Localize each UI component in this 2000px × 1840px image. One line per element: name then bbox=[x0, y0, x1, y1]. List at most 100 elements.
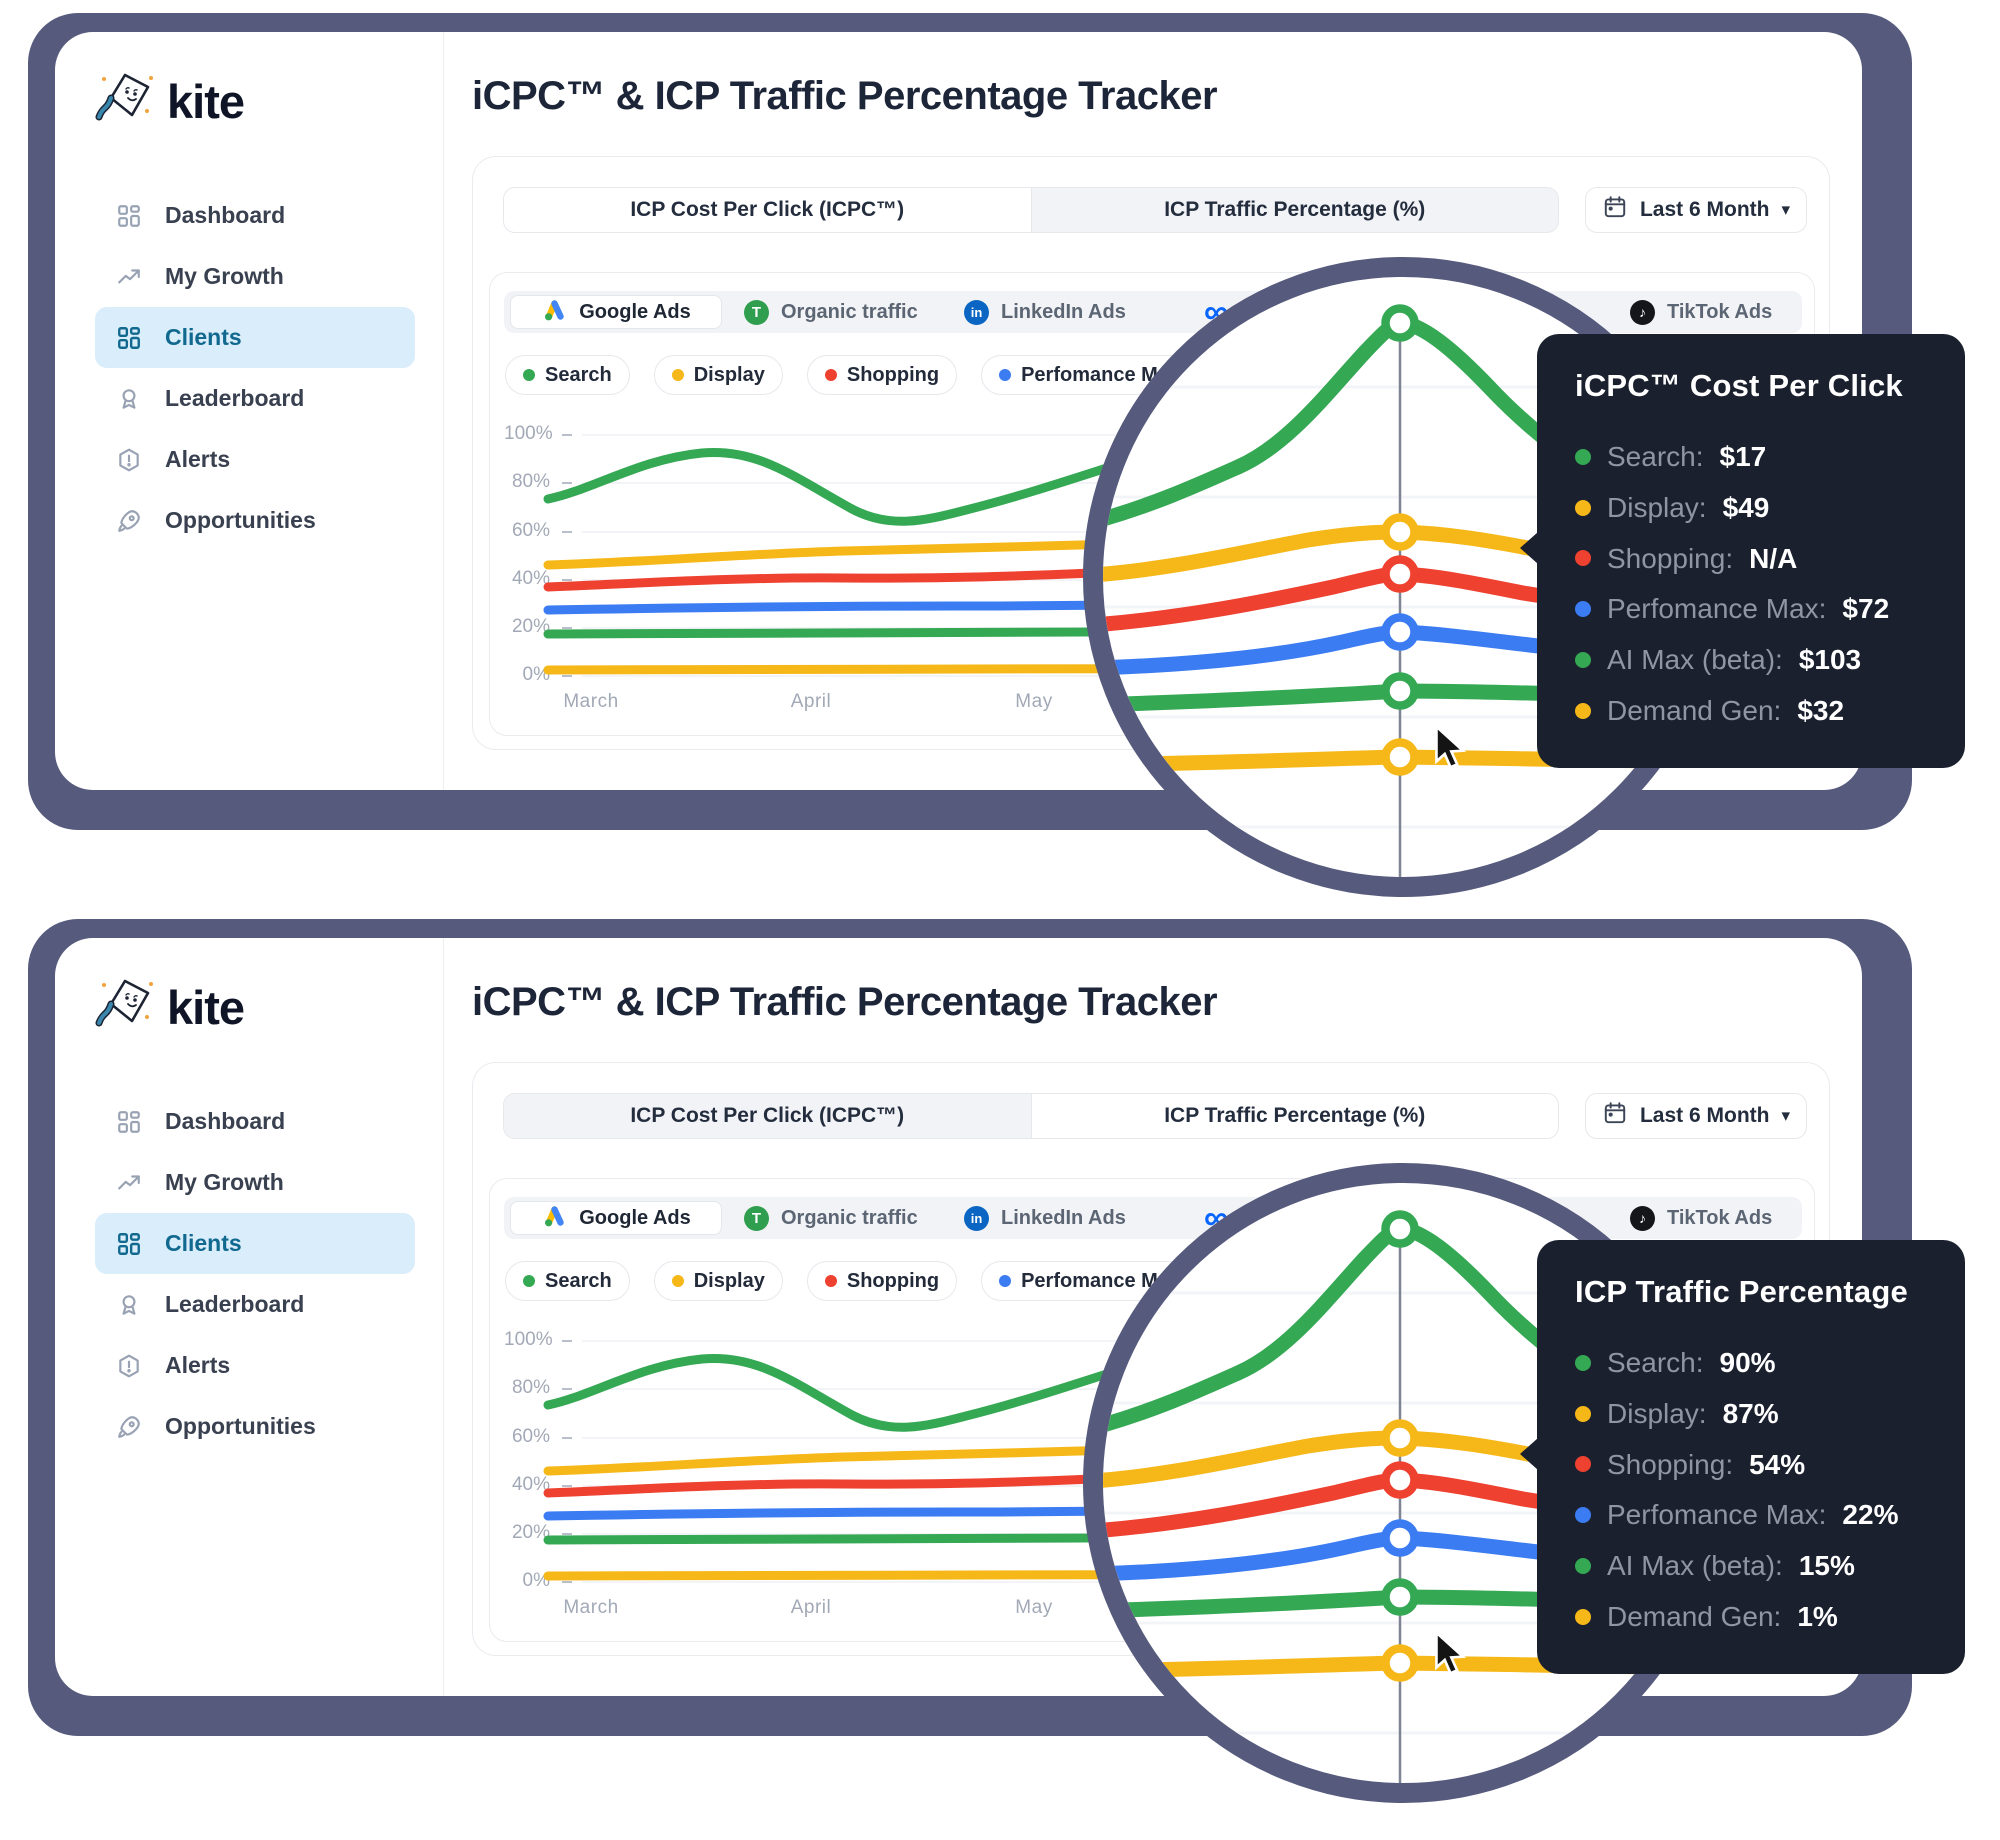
tiktok-icon: ♪ bbox=[1630, 1205, 1655, 1231]
sidebar-item-dashboard[interactable]: Dashboard bbox=[95, 185, 415, 246]
sidebar-item-alerts[interactable]: Alerts bbox=[95, 1335, 415, 1396]
legend-chip-shopping[interactable]: Shopping bbox=[806, 355, 958, 395]
x-axis-label: May bbox=[1015, 1597, 1053, 1618]
tooltip-value: 1% bbox=[1797, 1600, 1838, 1632]
tooltip-row: AI Max (beta): $103 bbox=[1575, 641, 1927, 679]
sidebar: kite Dashboard bbox=[55, 938, 444, 1696]
legend-label: Display bbox=[693, 363, 765, 386]
tab-linkedin-ads[interactable]: in LinkedIn Ads bbox=[964, 291, 1126, 333]
legend-chip-search[interactable]: Search bbox=[505, 1261, 630, 1301]
sidebar-item-clients[interactable]: Clients bbox=[95, 1213, 415, 1274]
tooltip-label: AI Max (beta): bbox=[1607, 644, 1783, 676]
alert-hexagon-icon bbox=[115, 1352, 143, 1380]
rocket-icon bbox=[115, 1413, 143, 1441]
sidebar-item-my-growth[interactable]: My Growth bbox=[95, 246, 415, 307]
tooltip-value: $17 bbox=[1719, 441, 1767, 472]
tooltip-value: N/A bbox=[1749, 542, 1798, 574]
tooltip-label: Perfomance Max: bbox=[1607, 1499, 1827, 1531]
legend-chip-display[interactable]: Display bbox=[653, 1261, 783, 1301]
y-axis-label: 60% bbox=[511, 1426, 550, 1447]
period-label: Last 6 Month bbox=[1639, 198, 1770, 221]
tooltip-value: 90% bbox=[1719, 1347, 1776, 1378]
legend-chip-search[interactable]: Search bbox=[505, 355, 630, 395]
y-axis-tick bbox=[562, 1533, 572, 1535]
series-dot bbox=[523, 1275, 535, 1287]
marker-demand-gen bbox=[1381, 1644, 1419, 1682]
tab-linkedin-ads[interactable]: in LinkedIn Ads bbox=[964, 1197, 1126, 1239]
legend-label: Search bbox=[545, 1269, 612, 1292]
series-dot bbox=[1575, 601, 1591, 618]
y-axis-tick bbox=[562, 1388, 572, 1390]
y-axis-label: 40% bbox=[511, 568, 550, 589]
tab-icp-cost-per-click[interactable]: ICP Cost Per Click (ICPC™) bbox=[504, 1094, 1031, 1138]
series-dot bbox=[1575, 702, 1591, 719]
google-ads-icon bbox=[541, 1203, 567, 1234]
legend-label: Shopping bbox=[846, 363, 940, 386]
legend-label: Perfomance Max bbox=[1021, 363, 1181, 386]
tab-icp-traffic-percentage[interactable]: ICP Traffic Percentage (%) bbox=[1030, 1094, 1558, 1138]
page-title: iCPC™ & ICP Traffic Percentage Tracker bbox=[472, 74, 1218, 118]
chevron-down-icon: ▾ bbox=[1781, 200, 1791, 219]
linkedin-icon: in bbox=[964, 299, 989, 325]
calendar-icon bbox=[1602, 1100, 1628, 1132]
tab-icp-traffic-percentage[interactable]: ICP Traffic Percentage (%) bbox=[1030, 188, 1558, 232]
sidebar-item-leaderboard[interactable]: Leaderboard bbox=[95, 368, 415, 429]
tooltip-label: Perfomance Max: bbox=[1607, 593, 1827, 625]
legend-label: Shopping bbox=[846, 1269, 940, 1292]
tooltip-row: Demand Gen: $32 bbox=[1575, 692, 1927, 730]
x-axis-label: April bbox=[790, 1597, 832, 1618]
x-axis-label: May bbox=[1015, 691, 1053, 712]
series-dot bbox=[671, 369, 684, 381]
series-dot bbox=[1575, 1456, 1591, 1473]
sidebar-item-leaderboard[interactable]: Leaderboard bbox=[95, 1274, 415, 1335]
tooltip-label: Demand Gen: bbox=[1607, 694, 1782, 726]
sidebar-item-label: Leaderboard bbox=[165, 385, 305, 411]
sidebar-item-clients[interactable]: Clients bbox=[95, 307, 415, 368]
tab-organic-traffic[interactable]: T Organic traffic bbox=[744, 291, 918, 333]
tab-organic-traffic[interactable]: T Organic traffic bbox=[744, 1197, 918, 1239]
sidebar-item-opportunities[interactable]: Opportunities bbox=[95, 1396, 415, 1457]
series-dot bbox=[999, 369, 1012, 381]
sidebar-item-dashboard[interactable]: Dashboard bbox=[95, 1091, 415, 1152]
series-dot bbox=[999, 1275, 1012, 1287]
tooltip-title: iCPC™ Cost Per Click bbox=[1575, 368, 1903, 403]
tab-google-ads[interactable]: Google Ads bbox=[510, 295, 722, 329]
tracker-panel: kite Dashboard bbox=[28, 919, 1965, 1803]
marker-search bbox=[1381, 1210, 1419, 1248]
logo-text: kite bbox=[167, 981, 245, 1034]
y-axis-label: 60% bbox=[511, 520, 550, 541]
sidebar: kite Dashboard bbox=[55, 32, 444, 790]
tab-tiktok-ads[interactable]: ♪ TikTok Ads bbox=[1630, 1197, 1772, 1239]
tab-google-ads[interactable]: Google Ads bbox=[510, 1201, 722, 1235]
trending-up-icon bbox=[115, 1169, 143, 1197]
tooltip-label: Search: bbox=[1607, 1347, 1704, 1378]
legend-chip-shopping[interactable]: Shopping bbox=[806, 1261, 958, 1301]
tab-label: LinkedIn Ads bbox=[1001, 1206, 1126, 1229]
period-selector[interactable]: Last 6 Month ▾ bbox=[1585, 1093, 1807, 1139]
kite-logo-icon bbox=[95, 976, 159, 1039]
medal-icon bbox=[115, 385, 143, 413]
sidebar-item-label: Leaderboard bbox=[165, 1291, 305, 1317]
sidebar-item-opportunities[interactable]: Opportunities bbox=[95, 490, 415, 551]
tooltip-value: $72 bbox=[1842, 593, 1890, 625]
tooltip-value: $32 bbox=[1797, 694, 1845, 726]
sidebar-item-label: Dashboard bbox=[165, 202, 286, 228]
tracker-panel: kite Dashboard bbox=[28, 13, 1965, 897]
series-dot bbox=[824, 369, 837, 381]
sidebar-item-label: Alerts bbox=[165, 1352, 231, 1378]
tab-icp-cost-per-click[interactable]: ICP Cost Per Click (ICPC™) bbox=[504, 188, 1031, 232]
y-axis-label: 100% bbox=[504, 1329, 553, 1350]
y-axis-tick bbox=[562, 627, 572, 629]
tooltip-row: Display: $49 bbox=[1575, 489, 1927, 527]
tooltip-label: Display: bbox=[1607, 491, 1707, 523]
period-selector[interactable]: Last 6 Month ▾ bbox=[1585, 187, 1807, 233]
y-axis-tick bbox=[562, 1437, 572, 1439]
y-axis-tick bbox=[562, 482, 572, 484]
tracker-card-header: ICP Cost Per Click (ICPC™) ICP Traffic P… bbox=[503, 187, 1807, 233]
sidebar-item-my-growth[interactable]: My Growth bbox=[95, 1152, 415, 1213]
marker-search bbox=[1381, 304, 1419, 342]
sidebar-item-alerts[interactable]: Alerts bbox=[95, 429, 415, 490]
tooltip-label: AI Max (beta): bbox=[1607, 1550, 1783, 1582]
legend-chip-display[interactable]: Display bbox=[653, 355, 783, 395]
tab-tiktok-ads[interactable]: ♪ TikTok Ads bbox=[1630, 291, 1772, 333]
